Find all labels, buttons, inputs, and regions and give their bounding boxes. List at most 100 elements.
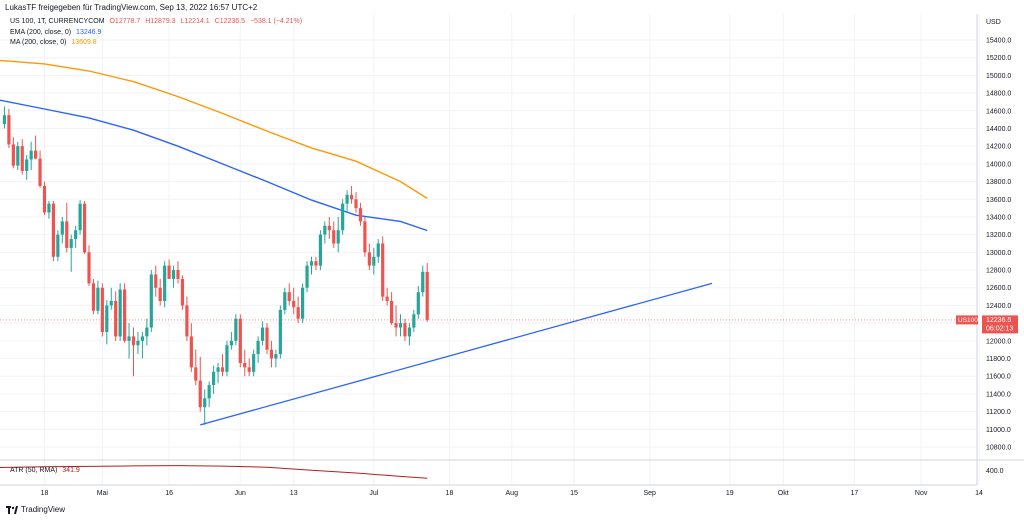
candle-bearish [296,296,300,324]
candle-body [363,221,367,253]
candle-body [296,307,300,319]
atr-legend[interactable]: ATR (50, RMA) 341.9 [10,466,80,475]
candle-body [176,270,180,279]
candle-body [425,271,429,320]
candle-body [25,159,29,171]
candle-bearish [91,278,96,315]
ema-label[interactable]: EMA (200, close, 0) [10,29,72,36]
y-tick-label: 11200.0 [986,409,1011,416]
candle-bearish [403,318,407,341]
candle-body [398,323,403,328]
candle-bearish [65,202,69,253]
candle-bullish [78,200,82,235]
candle-body [385,296,389,302]
y-tick-label: 11600.0 [986,374,1011,381]
ema-200-line [0,99,428,232]
tradingview-footer[interactable]: TradingView [6,505,65,514]
candle-bullish [376,239,380,263]
candle-body [234,318,238,341]
candle-body [207,385,211,399]
candle-body [323,225,327,235]
candle-bullish [69,234,73,272]
candle-bullish [109,287,113,310]
candle-bullish [412,309,416,332]
low-value: L12214.1 [180,18,210,25]
x-tick-label: Okt [778,490,789,497]
candle-body [345,194,349,204]
x-tick-label: Jul [369,490,378,497]
candle-body [252,354,256,372]
x-tick-label: 18 [446,490,454,497]
y-tick-label: 12800.0 [986,268,1011,275]
candle-bullish [336,216,340,253]
candle-body [56,234,60,257]
candle-body [16,146,20,166]
candle-body [185,305,189,337]
candle-body [332,230,336,244]
candle-bullish [16,141,20,171]
candle-bearish [180,275,185,310]
bar-countdown: 06:02:13 [986,325,1013,332]
time-axis[interactable]: 18 Mai 16 Jun 13 Jul 18 Aug 15 Sep 19 Okt 17 Nov 14 [41,490,983,497]
trendline-layer[interactable] [200,282,713,426]
symbol-tag [956,315,978,325]
candle-bearish [390,292,394,325]
tradingview-brand: TradingView [21,505,66,514]
candle-bullish [252,349,256,377]
price-axis[interactable]: 10800.0 11000.0 11200.0 11400.0 11600.0 11800… [986,38,1011,452]
candle-bearish [349,185,354,204]
candle-bullish [274,349,278,368]
tradingview-logo-icon [6,505,18,514]
candle-bearish [123,283,127,343]
candle-body [171,270,176,279]
candle-body [82,203,87,253]
atr-axis-label-bg [982,466,1018,475]
candle-body [354,199,358,209]
x-tick-label: 15 [570,490,578,497]
candle-bullish [118,283,122,341]
last-price-value: 12236.5 [986,317,1011,324]
candles[interactable] [2,106,429,425]
candle-bullish [171,265,176,288]
candle-bullish [345,190,349,213]
atr-label[interactable]: ATR (50, RMA) [10,467,58,474]
symbol-legend[interactable]: US 100, 1T, CURRENCYCOM O12778.7 H12879.… [10,17,302,26]
candle-body [78,203,82,231]
candle-body [309,261,314,266]
candle-body [180,278,185,306]
candle-bearish [247,358,251,377]
ma-legend[interactable]: MA (200, close, 0) 13609.8 [10,38,97,47]
candle-body [243,362,247,368]
x-tick-label: Aug [506,490,519,497]
candle-bullish [341,199,345,235]
ema-legend[interactable]: EMA (200, close, 0) 13246.9 [10,28,101,37]
candle-bullish [398,314,403,337]
open-value: O12778.7 [109,18,141,25]
candle-bearish [82,201,87,255]
candle-body [2,115,7,125]
y-tick-label: 13600.0 [986,197,1011,204]
candle-bullish [60,216,64,244]
candle-body [412,314,416,328]
candle-body [421,271,425,293]
candle-body [51,203,55,257]
candle-bearish [11,137,15,169]
candle-bearish [381,236,385,302]
candle-bullish [25,155,29,180]
candle-body [225,345,229,372]
x-tick-label: 16 [165,490,173,497]
candle-body [131,336,136,346]
candle-body [7,115,11,145]
candle-bearish [176,261,180,284]
candle-body [118,289,122,337]
candle-bearish [167,259,171,279]
candle-bullish [127,323,131,359]
candle-body [34,150,38,159]
candle-body [194,367,198,381]
x-tick-label: 18 [41,490,49,497]
symbol-name[interactable]: US 100, 1T, CURRENCYCOM [10,18,105,25]
candle-body [114,301,118,337]
candle-body [260,327,265,341]
candle-bullish [301,283,305,324]
ma-label[interactable]: MA (200, close, 0) [10,39,67,46]
